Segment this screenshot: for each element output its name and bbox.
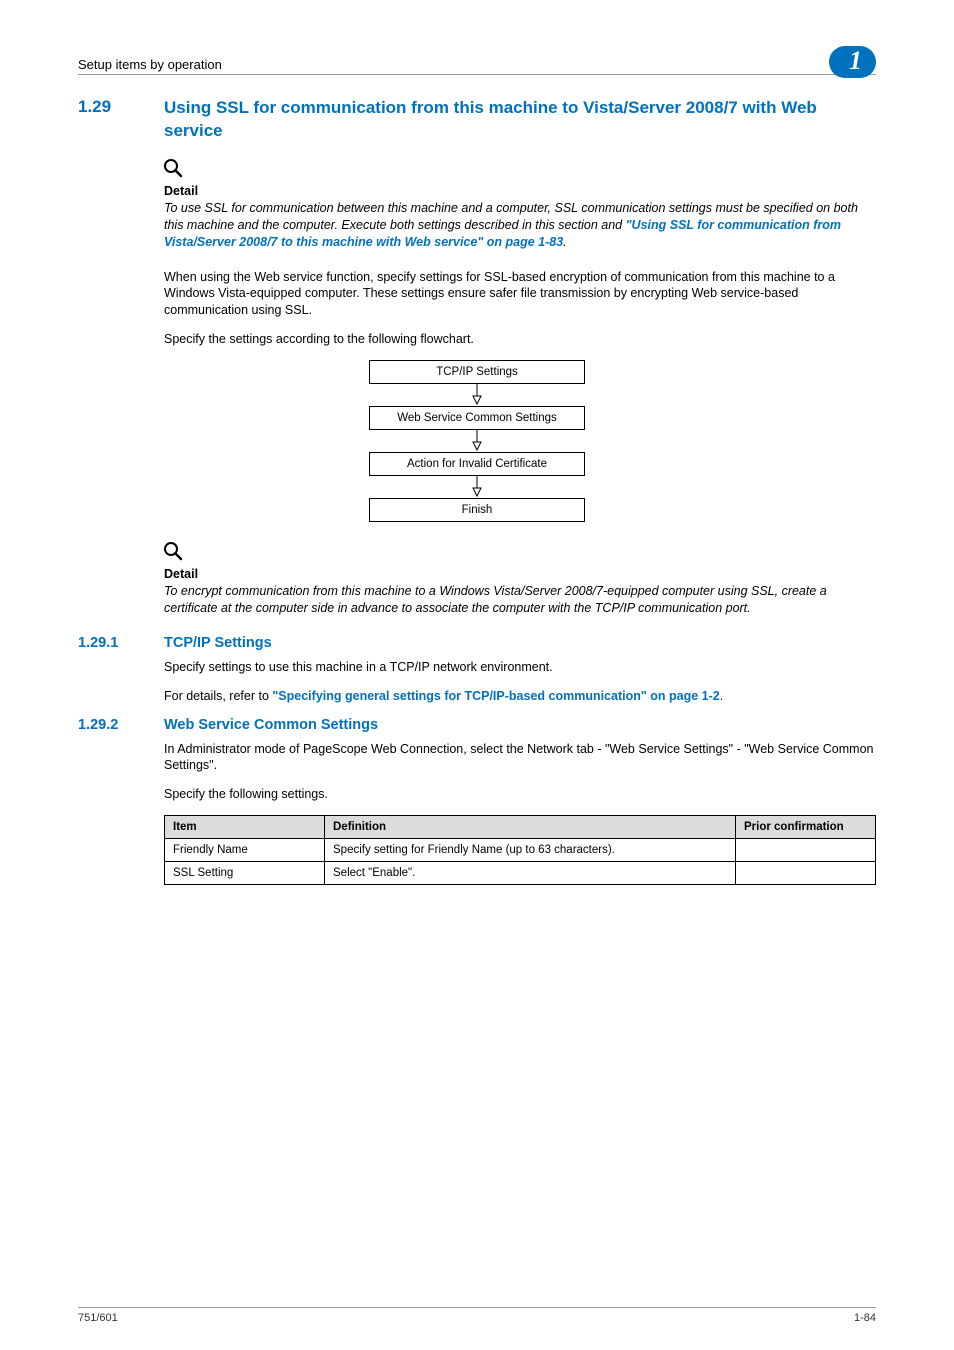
- sub1-ref-prefix: For details, refer to: [164, 689, 272, 703]
- intro-paragraph-2: Specify the settings according to the fo…: [164, 331, 876, 348]
- sub1-paragraph: Specify settings to use this machine in …: [164, 659, 876, 676]
- flow-arrow-icon: [369, 430, 585, 452]
- sub1-ref-suffix: .: [720, 689, 723, 703]
- flow-arrow-icon: [369, 384, 585, 406]
- flow-step-2: Web Service Common Settings: [369, 406, 585, 430]
- table-header-row: Item Definition Prior confirmation: [165, 816, 876, 839]
- detail-label: Detail: [164, 567, 876, 581]
- subsection-title: Web Service Common Settings: [164, 717, 876, 733]
- flow-step-1: TCP/IP Settings: [369, 360, 585, 384]
- detail-body: To encrypt communication from this machi…: [164, 583, 876, 617]
- settings-table-wrapper: Item Definition Prior confirmation Frien…: [164, 815, 876, 885]
- cell-item: Friendly Name: [165, 839, 325, 862]
- subsection-heading-1: 1.29.1 TCP/IP Settings: [78, 635, 876, 651]
- chapter-number-badge: 1: [829, 46, 876, 78]
- cell-definition: Specify setting for Friendly Name (up to…: [325, 839, 736, 862]
- subsection-number: 1.29.2: [78, 717, 142, 733]
- settings-table: Item Definition Prior confirmation Frien…: [164, 815, 876, 885]
- sub1-ref: For details, refer to "Specifying genera…: [164, 688, 876, 705]
- col-header-definition: Definition: [325, 816, 736, 839]
- section-heading: 1.29 Using SSL for communication from th…: [78, 97, 876, 143]
- cell-definition: Select "Enable".: [325, 862, 736, 885]
- detail-body: To use SSL for communication between thi…: [164, 200, 876, 251]
- cell-prior: [736, 839, 876, 862]
- col-header-prior: Prior confirmation: [736, 816, 876, 839]
- page-footer: 751/601 1-84: [78, 1307, 876, 1324]
- magnifier-icon: [162, 540, 184, 565]
- footer-right: 1-84: [854, 1312, 876, 1324]
- col-header-item: Item: [165, 816, 325, 839]
- sub2-paragraph-1: In Administrator mode of PageScope Web C…: [164, 741, 876, 775]
- note1-suffix: .: [563, 235, 566, 249]
- cell-prior: [736, 862, 876, 885]
- intro-paragraph-1: When using the Web service function, spe…: [164, 269, 876, 320]
- section-title: Using SSL for communication from this ma…: [164, 97, 876, 143]
- header-left-text: Setup items by operation: [78, 57, 222, 72]
- flowchart: TCP/IP Settings Web Service Common Setti…: [369, 360, 585, 522]
- flow-step-3: Action for Invalid Certificate: [369, 452, 585, 476]
- detail-note-2: Detail To encrypt communication from thi…: [164, 540, 876, 617]
- detail-note-1: Detail To use SSL for communication betw…: [164, 157, 876, 251]
- page-header: Setup items by operation 1: [78, 40, 876, 75]
- table-row: SSL Setting Select "Enable".: [165, 862, 876, 885]
- flow-arrow-icon: [369, 476, 585, 498]
- sub2-paragraph-2: Specify the following settings.: [164, 786, 876, 803]
- footer-left: 751/601: [78, 1312, 118, 1324]
- flow-step-4: Finish: [369, 498, 585, 522]
- subsection-number: 1.29.1: [78, 635, 142, 651]
- detail-label: Detail: [164, 184, 876, 198]
- cross-ref-link[interactable]: "Specifying general settings for TCP/IP-…: [272, 689, 719, 703]
- cell-item: SSL Setting: [165, 862, 325, 885]
- section-number: 1.29: [78, 97, 142, 143]
- subsection-title: TCP/IP Settings: [164, 635, 876, 651]
- table-row: Friendly Name Specify setting for Friend…: [165, 839, 876, 862]
- subsection-heading-2: 1.29.2 Web Service Common Settings: [78, 717, 876, 733]
- magnifier-icon: [162, 157, 184, 182]
